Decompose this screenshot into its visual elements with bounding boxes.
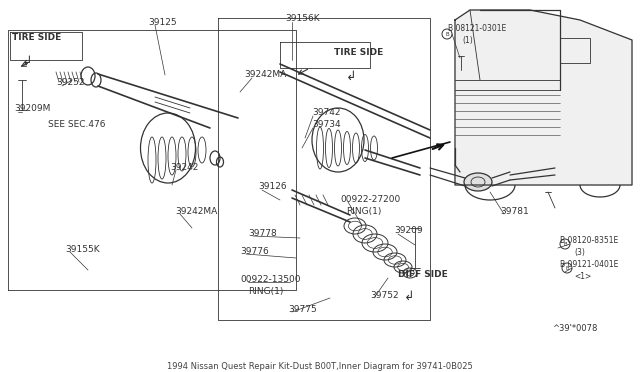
Text: 39155K: 39155K bbox=[65, 245, 100, 254]
Text: B 09121-0401E: B 09121-0401E bbox=[560, 260, 618, 269]
Text: 39252: 39252 bbox=[56, 78, 84, 87]
Text: <1>: <1> bbox=[574, 272, 591, 281]
Text: 39209M: 39209M bbox=[14, 104, 51, 113]
Text: RING(1): RING(1) bbox=[248, 287, 284, 296]
Text: 1994 Nissan Quest Repair Kit-Dust B00T,Inner Diagram for 39741-0B025: 1994 Nissan Quest Repair Kit-Dust B00T,I… bbox=[167, 362, 473, 371]
Text: TIRE SIDE: TIRE SIDE bbox=[334, 48, 383, 57]
Text: 00922-13500: 00922-13500 bbox=[240, 275, 301, 284]
Ellipse shape bbox=[464, 173, 492, 191]
Polygon shape bbox=[455, 10, 632, 185]
Text: DIFF SIDE: DIFF SIDE bbox=[398, 270, 448, 279]
Text: 39125: 39125 bbox=[148, 18, 177, 27]
Text: 39156K: 39156K bbox=[285, 14, 319, 23]
Text: 39752: 39752 bbox=[370, 291, 399, 300]
Text: RING(1): RING(1) bbox=[346, 207, 381, 216]
Text: 39734: 39734 bbox=[312, 120, 340, 129]
Text: 39209: 39209 bbox=[394, 226, 422, 235]
Text: ^39'*0078: ^39'*0078 bbox=[552, 324, 597, 333]
Text: 39778: 39778 bbox=[248, 229, 276, 238]
Text: SEE SEC.476: SEE SEC.476 bbox=[48, 120, 106, 129]
Text: (1): (1) bbox=[462, 36, 473, 45]
Text: B 08120-8351E: B 08120-8351E bbox=[560, 236, 618, 245]
Text: ↲: ↲ bbox=[22, 55, 33, 68]
Text: 39242MA: 39242MA bbox=[175, 207, 217, 216]
Text: 00922-27200: 00922-27200 bbox=[340, 195, 400, 204]
Text: B: B bbox=[565, 266, 569, 270]
Text: B: B bbox=[563, 241, 567, 247]
Bar bbox=[560, 38, 590, 63]
Text: TIRE SIDE: TIRE SIDE bbox=[12, 33, 61, 42]
Text: (3): (3) bbox=[574, 248, 585, 257]
Text: 39742: 39742 bbox=[312, 108, 340, 117]
Text: 39242: 39242 bbox=[170, 163, 198, 172]
Text: 39776: 39776 bbox=[240, 247, 269, 256]
Text: ↲: ↲ bbox=[404, 290, 415, 303]
Text: 39775: 39775 bbox=[288, 305, 317, 314]
Text: 39242MA: 39242MA bbox=[244, 70, 286, 79]
Text: ↲: ↲ bbox=[346, 70, 356, 83]
Text: B 08121-0301E: B 08121-0301E bbox=[448, 24, 506, 33]
Text: 39126: 39126 bbox=[258, 182, 287, 191]
Text: 39781: 39781 bbox=[500, 207, 529, 216]
Text: B: B bbox=[445, 32, 449, 36]
